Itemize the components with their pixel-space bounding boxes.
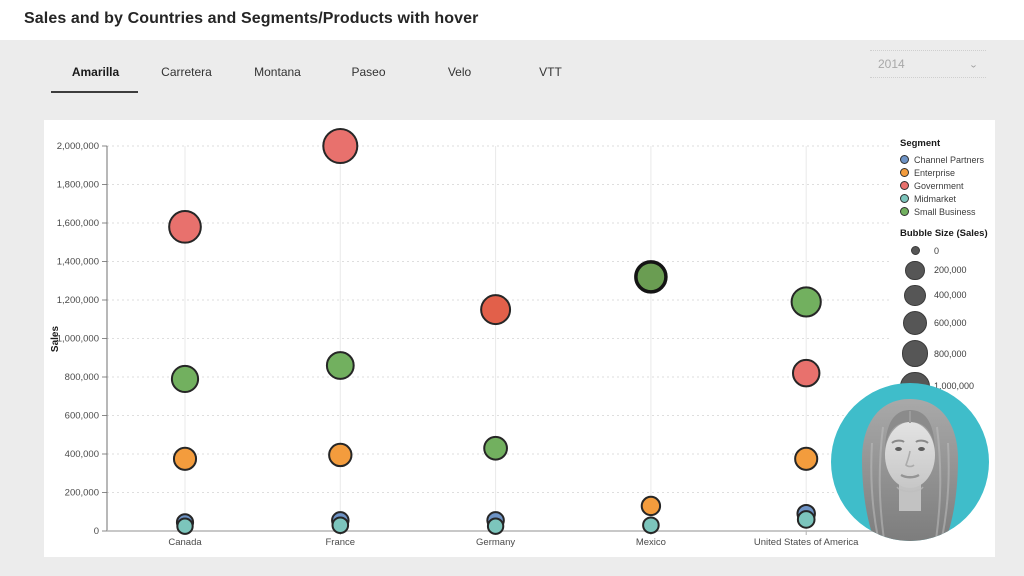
- y-axis-title: Sales: [50, 325, 61, 352]
- size-label: 1,000,000: [934, 381, 975, 392]
- bubble-chart: Canada France Germany Mexico United States o…: [50, 128, 889, 548]
- size-legend-title: Bubble Size (Sales): [900, 228, 988, 239]
- x-axis-label: Germany: [476, 537, 515, 548]
- page-header: Sales and by Countries and Segments/Prod…: [0, 0, 1024, 40]
- bubble-small-business[interactable]: [790, 286, 822, 318]
- y-axis-label: 400,000: [65, 449, 99, 460]
- y-axis-label: 1,400,000: [57, 257, 99, 268]
- size-dot: [902, 311, 928, 336]
- size-label: 800,000: [934, 348, 967, 359]
- legend-item-government[interactable]: Government: [900, 179, 992, 192]
- size-legend-item: 600,000: [900, 309, 992, 338]
- bubble-midmarket[interactable]: [331, 516, 350, 535]
- bubble-government[interactable]: [322, 128, 359, 164]
- y-axis-label: 600,000: [65, 411, 99, 422]
- chart-legend: Segment Channel Partners Enterprise Govern…: [900, 138, 992, 403]
- bubble-midmarket[interactable]: [486, 517, 505, 535]
- x-axis-label: France: [326, 537, 356, 548]
- bubble-enterprise[interactable]: [640, 495, 662, 517]
- size-label: 0: [934, 245, 940, 256]
- bubble-government[interactable]: [791, 358, 821, 388]
- bubble-midmarket[interactable]: [176, 517, 194, 535]
- tab-amarilla[interactable]: Amarilla: [50, 58, 141, 93]
- chevron-down-icon: ⌄: [968, 59, 978, 70]
- bubble-enterprise[interactable]: [172, 446, 198, 471]
- legend-label: Government: [914, 180, 964, 191]
- bubble-small-business[interactable]: [483, 435, 508, 461]
- size-dot: [904, 284, 926, 307]
- bubble-enterprise[interactable]: [328, 442, 353, 468]
- bubble-government[interactable]: [480, 294, 512, 326]
- bubble-small-business[interactable]: [325, 351, 355, 380]
- tab-vtt[interactable]: VTT: [539, 65, 562, 79]
- legend-swatch: [900, 207, 909, 216]
- legend-swatch: [900, 181, 909, 190]
- legend-label: Channel Partners: [914, 154, 985, 165]
- y-axis-label: 1,600,000: [57, 218, 99, 229]
- legend-item-channel-partners[interactable]: Channel Partners: [900, 153, 992, 166]
- size-legend-item: 200,000: [900, 258, 992, 282]
- legend-item-small-business[interactable]: Small Business: [900, 205, 992, 218]
- bubble-midmarket[interactable]: [642, 516, 660, 535]
- bubble-small-business[interactable]: [634, 260, 668, 294]
- y-axis-label: 200,000: [65, 488, 99, 499]
- bubble-midmarket[interactable]: [796, 510, 816, 529]
- size-dot: [901, 340, 929, 367]
- year-dropdown[interactable]: 2014 ⌄: [870, 50, 986, 78]
- size-legend-item: 0: [900, 243, 992, 258]
- legend-item-midmarket[interactable]: Midmarket: [900, 192, 992, 205]
- y-axis-label: 1,200,000: [57, 295, 99, 306]
- page-title: Sales and by Countries and Segments/Prod…: [24, 10, 479, 27]
- presenter-portrait: [862, 399, 958, 541]
- x-axis-label: Mexico: [636, 537, 666, 548]
- legend-label: Enterprise: [914, 167, 956, 178]
- size-dot: [905, 260, 925, 280]
- tab-paseo[interactable]: Paseo: [351, 65, 386, 79]
- y-axis-label: 1,000,000: [57, 334, 99, 345]
- y-axis-label: 1,800,000: [57, 180, 99, 191]
- y-axis-label: 0: [94, 526, 99, 537]
- tab-velo[interactable]: Velo: [447, 65, 472, 79]
- legend-label: Midmarket: [914, 193, 957, 204]
- legend-swatch: [900, 194, 909, 203]
- y-axis-label: 2,000,000: [57, 141, 99, 152]
- bubble-small-business[interactable]: [170, 364, 200, 394]
- webcam-overlay: [831, 383, 989, 541]
- bubble-government[interactable]: [168, 210, 202, 244]
- legend-item-enterprise[interactable]: Enterprise: [900, 166, 992, 179]
- legend-swatch: [900, 168, 909, 177]
- y-axis-label: 800,000: [65, 372, 99, 383]
- bubble-enterprise[interactable]: [794, 446, 819, 471]
- x-axis-label: Canada: [168, 537, 202, 548]
- size-legend-item: 800,000: [900, 338, 992, 370]
- product-tabbar: Amarilla Carretera Montana Paseo Velo VTT: [50, 58, 596, 93]
- x-axis-label: United States of America: [754, 537, 859, 548]
- legend-title: Segment: [900, 138, 941, 149]
- legend-label: Small Business: [914, 206, 976, 217]
- size-label: 400,000: [934, 290, 967, 301]
- size-dot: [910, 246, 920, 255]
- tab-montana[interactable]: Montana: [254, 65, 301, 79]
- size-label: 600,000: [934, 318, 967, 329]
- size-label: 200,000: [934, 265, 967, 276]
- size-legend-item: 400,000: [900, 282, 992, 309]
- tab-carretera[interactable]: Carretera: [161, 65, 212, 79]
- year-dropdown-value: 2014: [878, 57, 905, 71]
- legend-swatch: [900, 155, 909, 164]
